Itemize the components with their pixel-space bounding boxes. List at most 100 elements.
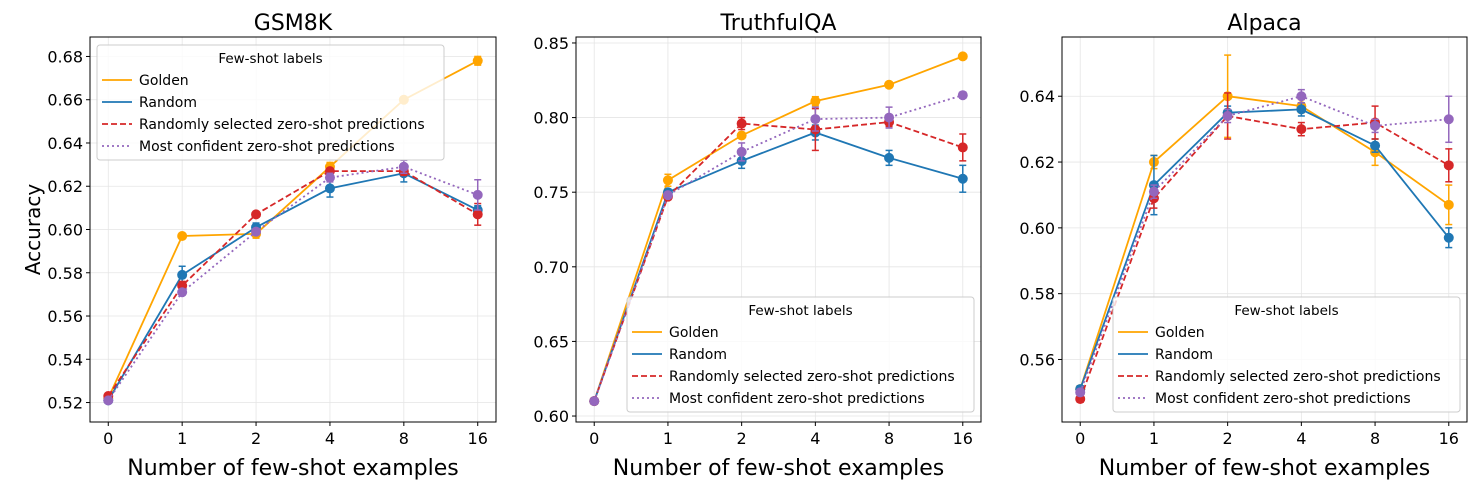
data-point: [884, 79, 895, 90]
data-point: [662, 190, 673, 201]
panel-truthfulqa: 0.60 0.65 0.70 0.75 0.80 0.85 0 1 2 4 8 16 TruthfulQ…: [533, 11, 982, 481]
chart-title: TruthfulQA: [720, 11, 837, 36]
tick-label-y: 0.60: [47, 221, 83, 240]
legend-label: Random: [669, 347, 727, 363]
data-point: [324, 183, 335, 194]
tick-label-x: 16: [468, 429, 488, 448]
tick-label-y: 0.52: [47, 394, 83, 413]
data-point: [472, 189, 483, 200]
data-point: [1443, 114, 1454, 125]
legend: Few-shot labels Golden Random Randomly sele…: [626, 296, 975, 413]
legend-label: Random: [1155, 347, 1213, 363]
legend-title: Few-shot labels: [748, 303, 852, 319]
tick-label-x: 1: [1149, 429, 1159, 448]
data-point: [957, 51, 968, 62]
chart-title: GSM8K: [254, 11, 333, 36]
tick-label-x: 4: [1296, 429, 1306, 448]
tick-label-y: 0.56: [1019, 350, 1055, 369]
tick-label-x: 1: [177, 429, 187, 448]
data-point: [957, 90, 968, 101]
tick-label-y: 0.56: [47, 307, 83, 326]
legend-label: Randomly selected zero-shot predictions: [139, 117, 425, 133]
data-point: [1443, 199, 1454, 210]
series-line: [1079, 108, 1450, 390]
data-point: [1148, 186, 1159, 197]
data-point: [472, 209, 483, 220]
legend-label: Most confident zero-shot predictions: [669, 391, 925, 407]
legend-title: Few-shot labels: [218, 51, 322, 67]
tick-label-y: 0.66: [47, 91, 83, 110]
series-most-confident-zero-shot-predictions: [589, 90, 968, 407]
data-point: [736, 146, 747, 157]
legend-label: Golden: [669, 325, 719, 341]
chart-title: Alpaca: [1227, 11, 1301, 36]
data-point: [957, 142, 968, 153]
tick-label-y: 0.60: [533, 407, 569, 426]
legend: Few-shot labels Golden Random Randomly sele…: [1112, 296, 1461, 413]
data-point: [810, 96, 821, 107]
tick-label-x: 2: [251, 429, 261, 448]
tick-label-x: 0: [1075, 429, 1085, 448]
tick-label-x: 2: [737, 429, 747, 448]
panel-gsm8k: 0.52 0.54 0.56 0.58 0.60 0.62 0.64 0.66 0.68 0 1 2 4…: [21, 11, 497, 481]
tick-label-y: 0.85: [533, 34, 569, 53]
data-point: [1075, 387, 1086, 398]
series-most-confident-zero-shot-predictions: [1075, 88, 1454, 398]
legend-box: [96, 44, 445, 161]
tick-label-y: 0.62: [1019, 153, 1055, 172]
data-point: [810, 114, 821, 125]
tick-label-y: 0.64: [47, 134, 83, 153]
data-point: [589, 396, 600, 407]
tick-label-y: 0.58: [1019, 285, 1055, 304]
legend: Few-shot labels Golden Random Randomly sele…: [96, 44, 445, 161]
tick-label-x: 1: [663, 429, 673, 448]
legend-label: Golden: [139, 73, 189, 89]
series-line: [107, 165, 479, 401]
legend-box: [626, 296, 975, 413]
data-point: [884, 112, 895, 123]
panel-alpaca: 0.56 0.58 0.60 0.62 0.64 0 1 2 4 8 16 Alpaca Number …: [1019, 11, 1468, 481]
data-point: [103, 395, 114, 406]
series-most-confident-zero-shot-predictions: [103, 159, 483, 406]
tick-label-y: 0.58: [47, 264, 83, 283]
data-point: [736, 118, 747, 129]
tick-label-y: 0.54: [47, 350, 83, 369]
data-point: [662, 175, 673, 186]
tick-label-x: 16: [1439, 429, 1459, 448]
x-axis-label: Number of few-shot examples: [1099, 456, 1430, 481]
data-point: [1296, 124, 1307, 135]
tick-label-x: 16: [953, 429, 973, 448]
data-point: [1296, 104, 1307, 115]
tick-label-x: 2: [1223, 429, 1233, 448]
series-line: [107, 170, 479, 397]
data-point: [1443, 232, 1454, 243]
legend-label: Randomly selected zero-shot predictions: [1155, 369, 1441, 385]
tick-label-x: 8: [399, 429, 409, 448]
data-point: [1296, 91, 1307, 102]
series-line: [593, 131, 964, 402]
data-point: [251, 226, 262, 237]
data-point: [251, 209, 262, 220]
x-axis-label: Number of few-shot examples: [127, 456, 458, 481]
y-axis-label: Accuracy: [21, 184, 45, 275]
tick-label-x: 0: [589, 429, 599, 448]
tick-label-y: 0.68: [47, 47, 83, 66]
legend-label: Random: [139, 95, 197, 111]
series-line: [107, 172, 479, 401]
legend-label: Randomly selected zero-shot predictions: [669, 369, 955, 385]
legend-label: Golden: [1155, 325, 1205, 341]
data-point: [177, 287, 188, 298]
data-point: [1443, 160, 1454, 171]
data-point: [1370, 120, 1381, 131]
data-point: [472, 55, 483, 66]
tick-label-y: 0.60: [1019, 219, 1055, 238]
legend-label: Most confident zero-shot predictions: [139, 139, 395, 155]
tick-label-x: 8: [1370, 429, 1380, 448]
tick-label-y: 0.62: [47, 177, 83, 196]
tick-label-y: 0.64: [1019, 87, 1055, 106]
axes-frame: [575, 36, 982, 423]
data-point: [177, 230, 188, 241]
axes-frame: [89, 36, 497, 423]
data-point: [736, 130, 747, 141]
